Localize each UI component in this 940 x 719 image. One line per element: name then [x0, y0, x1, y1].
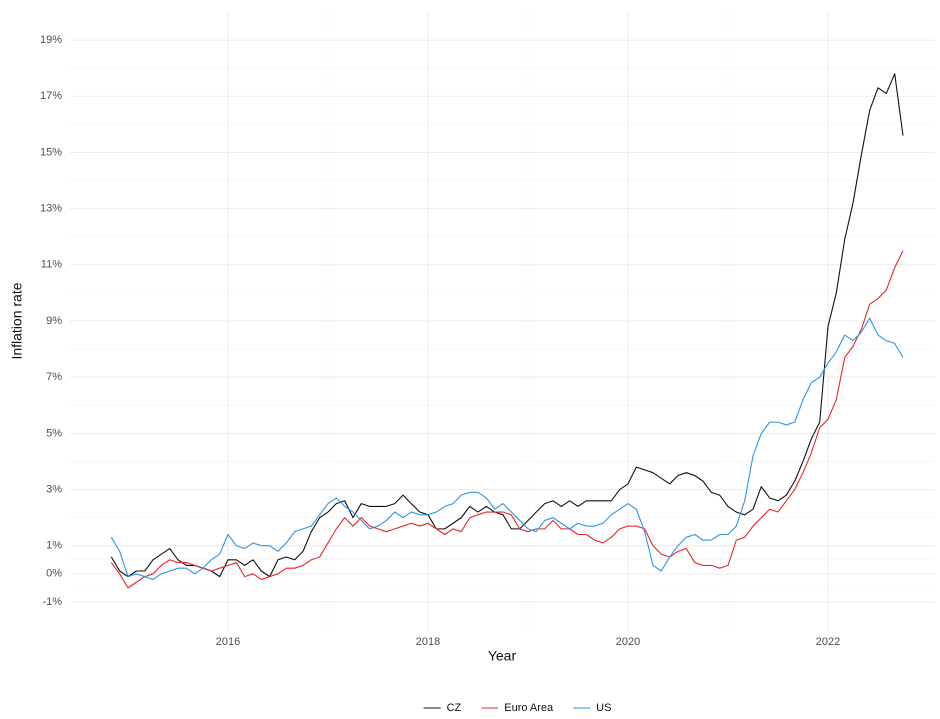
y-tick-label: 13% — [40, 203, 62, 215]
y-tick-label: 3% — [46, 483, 62, 495]
y-tick-label: 5% — [46, 427, 62, 439]
y-tick-label: 19% — [40, 34, 62, 46]
y-tick-label: 7% — [46, 371, 62, 383]
legend-label: Euro Area — [504, 702, 554, 714]
line-series — [110, 317, 904, 580]
x-tick-label: 2018 — [416, 636, 440, 648]
y-tick-label: -1% — [42, 596, 62, 608]
x-tick-label: 2016 — [216, 636, 240, 648]
x-axis-title: Year — [488, 648, 517, 664]
legend-label: US — [596, 702, 611, 714]
y-tick-label: 1% — [46, 540, 62, 552]
line-series — [110, 73, 904, 578]
y-tick-label: 11% — [41, 259, 62, 271]
y-tick-label: 0% — [46, 568, 62, 580]
x-tick-label: 2022 — [816, 636, 840, 648]
y-axis-title: Inflation rate — [9, 282, 25, 359]
y-tick-label: 17% — [40, 90, 62, 102]
x-tick-label: 2020 — [616, 636, 640, 648]
line-series — [110, 250, 904, 589]
y-tick-label: 9% — [46, 315, 62, 327]
y-tick-label: 15% — [40, 146, 62, 158]
legend-label: CZ — [447, 702, 462, 714]
